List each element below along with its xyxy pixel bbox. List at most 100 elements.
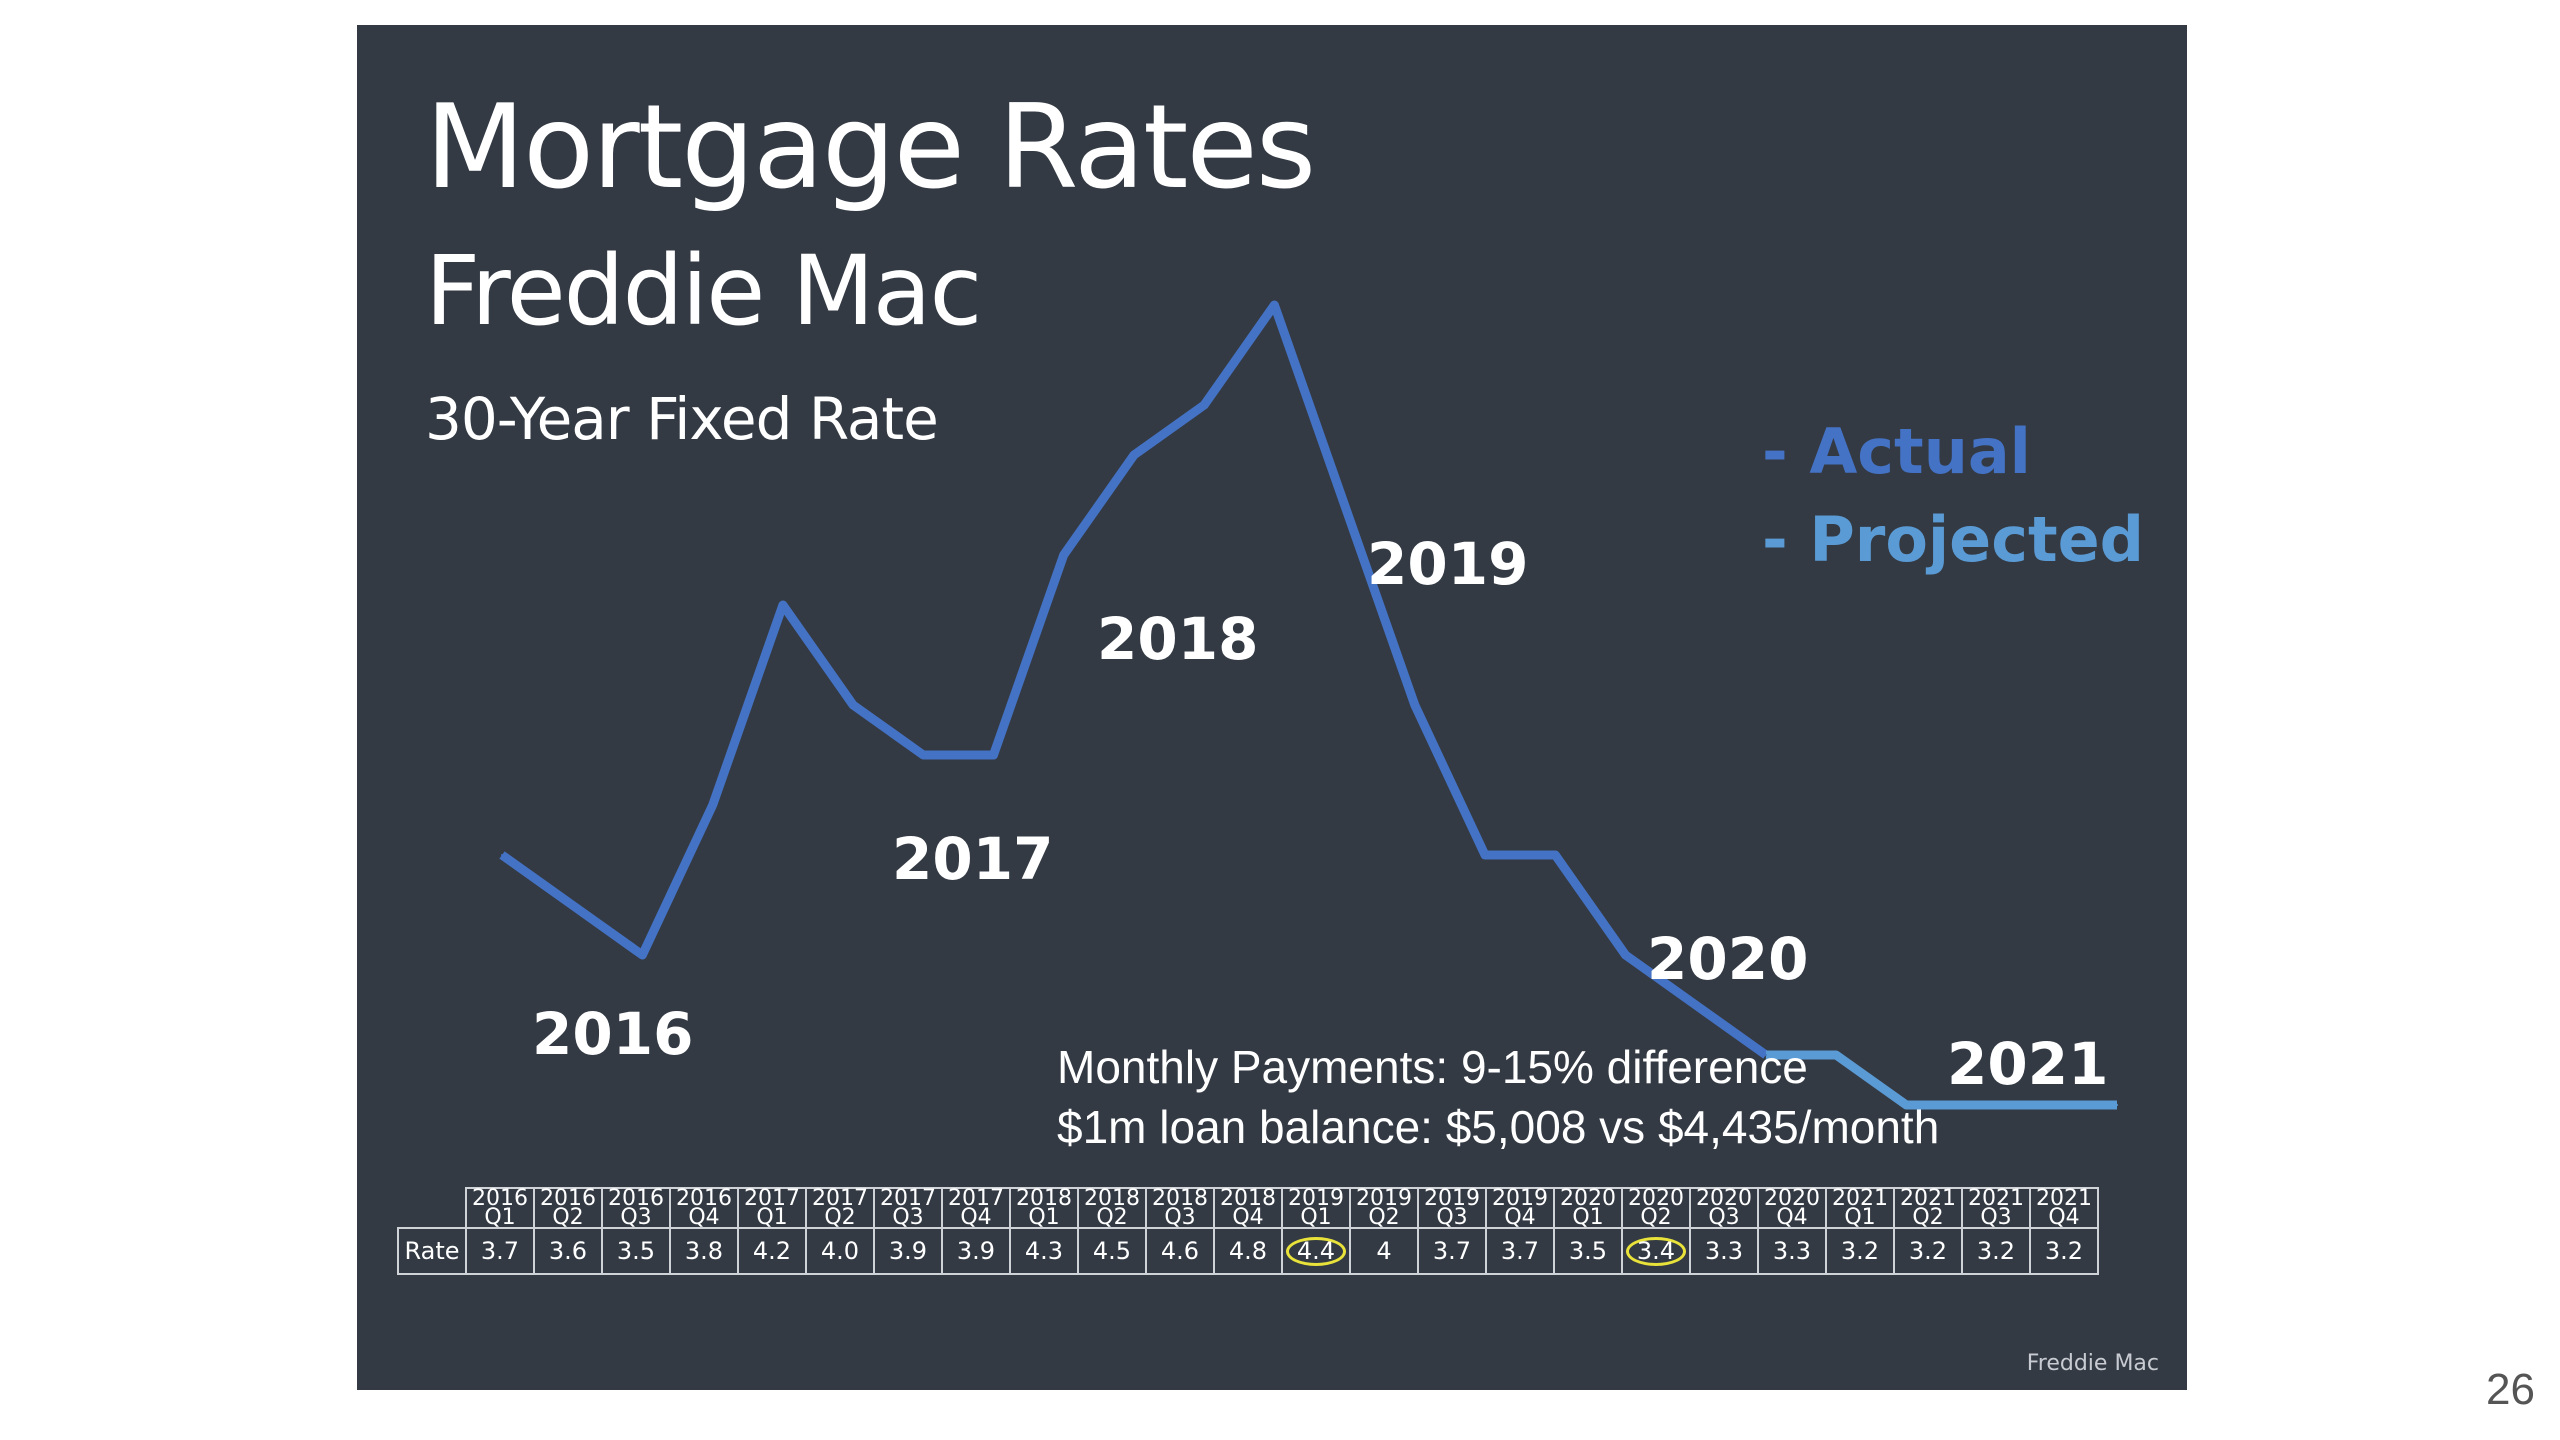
table-corner-cell bbox=[398, 1188, 466, 1228]
table-year-label: 2020 bbox=[1560, 1186, 1616, 1211]
data-point-2020-Q1 bbox=[1624, 954, 1627, 956]
table-quarter-label: Q1 bbox=[484, 1205, 516, 1230]
source-label: Freddie Mac bbox=[2026, 1351, 2159, 1376]
table-period-header: 2017 Q3 bbox=[873, 1186, 943, 1229]
table-year-label: 2020 bbox=[1696, 1186, 1752, 1211]
rate-value-cell: 3.7 bbox=[1485, 1227, 1555, 1275]
rate-value-cell: 4.3 bbox=[1009, 1227, 1079, 1275]
data-point-2017-Q1 bbox=[781, 604, 784, 606]
table-quarter-label: Q3 bbox=[1164, 1205, 1196, 1230]
data-point-2016-Q1 bbox=[501, 854, 503, 856]
rate-value: 3.6 bbox=[548, 1236, 588, 1265]
rate-value: 4.8 bbox=[1228, 1236, 1268, 1265]
table-period-header: 2021 Q1 bbox=[1825, 1187, 1895, 1229]
rate-value: 3.8 bbox=[684, 1236, 724, 1265]
table-period-header: 2020 Q1 bbox=[1553, 1186, 1623, 1230]
table-year-label: 2019 bbox=[1356, 1186, 1412, 1211]
rate-value-cell: 4.6 bbox=[1145, 1227, 1215, 1275]
data-point-2018-Q3 bbox=[1203, 404, 1206, 406]
rate-value-cell: 3.6 bbox=[533, 1227, 603, 1275]
table-year-label: 2021 bbox=[1968, 1186, 2024, 1211]
rate-value: 4.5 bbox=[1092, 1236, 1132, 1265]
table-quarter-label: Q3 bbox=[620, 1205, 652, 1230]
table-quarter-label: Q2 bbox=[1640, 1205, 1672, 1230]
table-period-header: 2017 Q4 bbox=[941, 1187, 1011, 1230]
rate-value-cell: 4.8 bbox=[1213, 1227, 1283, 1275]
year-label-2018: 2018 bbox=[1097, 605, 1259, 673]
table-year-label: 2018 bbox=[1220, 1186, 1276, 1211]
rate-value: 3.9 bbox=[888, 1236, 928, 1265]
rate-value: 3.7 bbox=[1500, 1236, 1540, 1265]
page-number: 26 bbox=[2486, 1365, 2535, 1414]
highlighted-rate-value: 3.4 bbox=[1625, 1236, 1687, 1266]
rate-value-cell: 3.2 bbox=[1961, 1227, 2031, 1275]
table-year-label: 2017 bbox=[880, 1186, 936, 1211]
chart-slide: Mortgage Rates Freddie Mac 30-Year Fixed… bbox=[357, 25, 2187, 1390]
table-year-label: 2016 bbox=[472, 1186, 528, 1211]
data-point-2018-Q2 bbox=[1133, 454, 1135, 456]
series-line-projected bbox=[1765, 1050, 2117, 1110]
table-period-header: 2021 Q2 bbox=[1893, 1187, 1963, 1230]
rate-value: 4.0 bbox=[820, 1236, 860, 1265]
rate-value-cell: 3.4 bbox=[1621, 1227, 1691, 1275]
rate-value-cell: 3.2 bbox=[2029, 1227, 2099, 1275]
table-period-header: 2017 Q1 bbox=[737, 1186, 807, 1230]
table-quarter-label: Q1 bbox=[756, 1205, 788, 1230]
table-year-label: 2017 bbox=[744, 1186, 800, 1211]
data-point-2017-Q3 bbox=[922, 754, 925, 756]
table-period-header: 2016 Q3 bbox=[601, 1186, 671, 1230]
series-line-actual bbox=[499, 300, 1769, 1059]
table-quarter-label: Q2 bbox=[824, 1205, 856, 1230]
table-year-label: 2017 bbox=[812, 1186, 868, 1211]
table-period-header: 2019 Q3 bbox=[1417, 1187, 1487, 1229]
data-point-2016-Q2 bbox=[571, 904, 574, 906]
rate-value-cell: 3.7 bbox=[1417, 1227, 1487, 1275]
table-period-header: 2019 Q1 bbox=[1281, 1187, 1351, 1229]
table-year-label: 2020 bbox=[1628, 1186, 1684, 1211]
table-quarter-label: Q2 bbox=[1912, 1205, 1944, 1230]
rate-value-cell: 4 bbox=[1349, 1227, 1419, 1275]
data-point-2021-Q1 bbox=[1905, 1104, 1908, 1106]
table-period-header: 2018 Q3 bbox=[1145, 1186, 1215, 1230]
rate-row-label: Rate bbox=[397, 1227, 467, 1275]
table-year-label: 2018 bbox=[1152, 1186, 1208, 1211]
table-quarter-label: Q4 bbox=[2048, 1205, 2080, 1230]
table-year-label: 2018 bbox=[1016, 1186, 1072, 1211]
table-quarter-label: Q1 bbox=[1572, 1205, 1604, 1230]
data-point-2021-Q4 bbox=[2116, 1104, 2118, 1106]
rate-value: 3.5 bbox=[616, 1236, 656, 1265]
rate-value: 3.2 bbox=[2044, 1236, 2084, 1265]
rate-value: 3.3 bbox=[1772, 1236, 1812, 1265]
rate-value-cell: 4.2 bbox=[737, 1227, 807, 1275]
table-period-header: 2021 Q3 bbox=[1961, 1186, 2031, 1229]
table-row: Rate 3.7 3.6 3.5 3.8 4.2 4.0 3.9 3.9 4.3 4.5 4.6 4.… bbox=[397, 1227, 2099, 1275]
year-label-2021: 2021 bbox=[1947, 1030, 2109, 1098]
rate-value: 4.3 bbox=[1024, 1236, 1064, 1265]
rate-value-cell: 3.5 bbox=[1553, 1227, 1623, 1275]
legend-actual: - Actual bbox=[1762, 415, 2031, 488]
table-period-header: 2019 Q4 bbox=[1485, 1187, 1555, 1229]
table-period-header: 2018 Q2 bbox=[1077, 1186, 1147, 1229]
rate-value: 3.3 bbox=[1704, 1236, 1744, 1265]
rate-value: 3.9 bbox=[956, 1236, 996, 1265]
table-period-header: 2016 Q4 bbox=[669, 1187, 739, 1230]
data-point-2020-Q3 bbox=[1764, 1054, 1767, 1056]
table-period-header: 2016 Q1 bbox=[465, 1186, 535, 1230]
data-point-2019-Q2 bbox=[1413, 704, 1416, 706]
table-period-header: 2020 Q3 bbox=[1689, 1186, 1759, 1229]
table-quarter-label: Q4 bbox=[960, 1205, 992, 1230]
table-year-label: 2018 bbox=[1084, 1186, 1140, 1211]
year-label-2016: 2016 bbox=[532, 1000, 694, 1068]
table-quarter-label: Q4 bbox=[1232, 1205, 1264, 1230]
data-point-2020-Q4 bbox=[1835, 1054, 1838, 1056]
rate-value: 3.2 bbox=[1840, 1236, 1880, 1265]
table-quarter-label: Q4 bbox=[688, 1205, 720, 1230]
table-period-header: 2021 Q4 bbox=[2029, 1187, 2099, 1230]
table-year-label: 2016 bbox=[608, 1186, 664, 1211]
table-period-header: 2018 Q4 bbox=[1213, 1186, 1283, 1230]
rate-value-cell: 4.5 bbox=[1077, 1227, 1147, 1275]
rate-value-cell: 4.4 bbox=[1281, 1227, 1351, 1275]
rate-value-cell: 4.0 bbox=[805, 1227, 875, 1275]
table-period-header: 2016 Q2 bbox=[533, 1187, 603, 1229]
rate-value: 4 bbox=[1376, 1236, 1392, 1265]
